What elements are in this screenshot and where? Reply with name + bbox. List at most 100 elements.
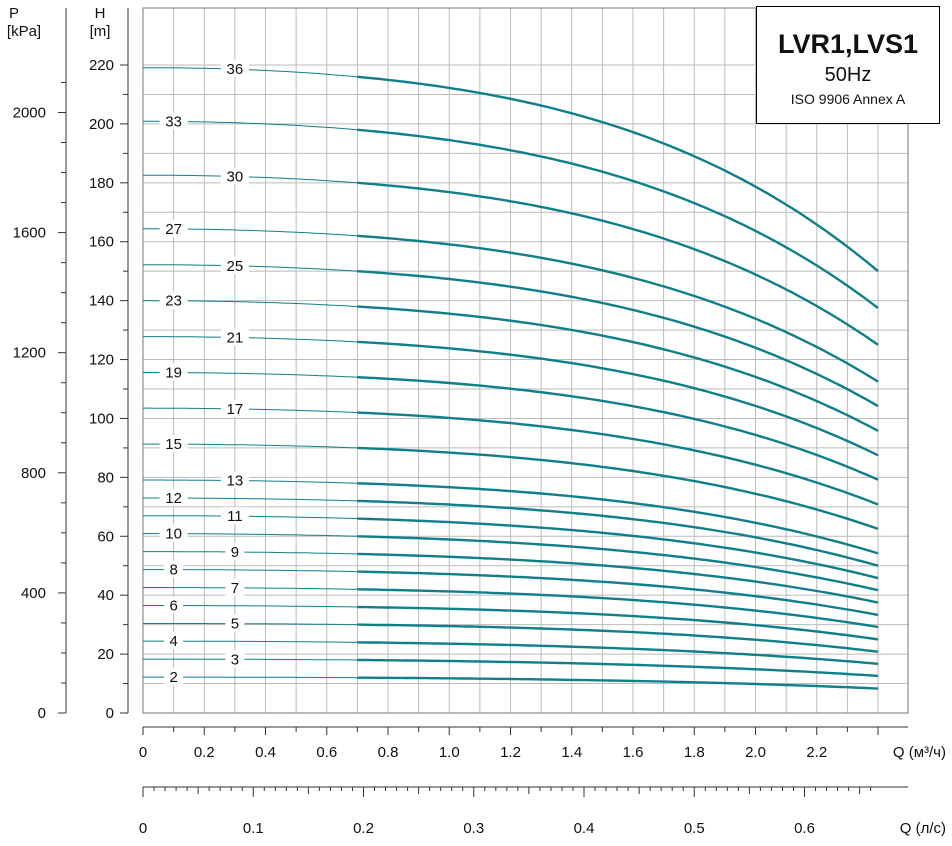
curve-label-bg xyxy=(220,507,249,525)
curve-15 xyxy=(357,446,879,531)
curve-label-bg xyxy=(225,542,245,560)
curve-13 xyxy=(357,482,879,555)
curve-7 xyxy=(357,588,879,629)
q-ls-axis-title: Q (л/с) xyxy=(900,820,946,837)
p-axis-tick-label: 0 xyxy=(38,705,46,722)
curve-label-bg xyxy=(220,471,249,489)
p-axis-tick-label: 1200 xyxy=(13,345,46,362)
curve-4 xyxy=(357,641,879,665)
q-m3h-axis-tick-label: 0 xyxy=(139,744,147,761)
chart-frequency: 50Hz xyxy=(824,64,872,86)
q-m3h-axis-tick-label: 0.6 xyxy=(316,744,337,761)
curve-label-3: 3 xyxy=(231,651,239,668)
curve-19 xyxy=(357,376,879,481)
curve-label-bg xyxy=(225,650,245,668)
plot-frame xyxy=(142,7,909,714)
curve-3-thin xyxy=(143,658,358,661)
h-axis-unit: [m] xyxy=(90,23,111,40)
curve-label-7: 7 xyxy=(231,580,239,597)
curve-label-bg xyxy=(220,167,249,185)
curve-label-bg xyxy=(220,60,249,78)
curve-label-27: 27 xyxy=(165,221,182,238)
h-axis-tick-label: 220 xyxy=(89,57,114,74)
curve-5-thin xyxy=(143,623,358,626)
h-axis-tick-label: 180 xyxy=(89,175,114,192)
curve-label-6: 6 xyxy=(169,598,177,615)
curve-9 xyxy=(357,552,879,604)
h-axis-tick-label: 120 xyxy=(89,352,114,369)
curve-36 xyxy=(357,75,879,273)
curve-2 xyxy=(357,676,879,690)
q-ls-axis-tick-label: 0.6 xyxy=(794,820,815,837)
curve-21 xyxy=(357,340,879,457)
curve-25-thin xyxy=(143,264,358,272)
curve-17 xyxy=(357,411,879,506)
q-m3h-axis-tick-label: 0.8 xyxy=(378,744,399,761)
curve-label-bg xyxy=(159,435,188,453)
curve-label-9: 9 xyxy=(231,544,239,561)
q-ls-axis-tick-label: 0.5 xyxy=(684,820,705,837)
curve-label-bg xyxy=(225,578,245,596)
q-m3h-axis-tick-label: 1.6 xyxy=(623,744,644,761)
curve-12 xyxy=(357,499,879,567)
q-m3h-axis-tick-label: 2.0 xyxy=(745,744,766,761)
curve-27 xyxy=(357,234,879,383)
p-axis-tick-label: 1600 xyxy=(13,225,46,242)
p-axis-tick-label: 2000 xyxy=(13,104,46,121)
curve-5 xyxy=(357,623,879,653)
curve-36-thin xyxy=(143,67,358,78)
h-axis-tick-label: 80 xyxy=(97,469,114,486)
chart-standard: ISO 9906 Annex A xyxy=(790,91,906,107)
curve-25 xyxy=(357,270,879,408)
curve-label-33: 33 xyxy=(165,113,182,130)
curve-label-bg xyxy=(159,489,188,507)
q-ls-axis-tick-label: 0.4 xyxy=(574,820,595,837)
curve-10 xyxy=(357,535,879,592)
curve-label-19: 19 xyxy=(165,365,182,382)
curve-label-17: 17 xyxy=(227,401,244,418)
q-m3h-axis-tick-label: 2.2 xyxy=(806,744,827,761)
curve-label-4: 4 xyxy=(169,633,177,650)
curve-label-25: 25 xyxy=(227,258,244,275)
curve-label-15: 15 xyxy=(165,436,182,453)
curve-label-10: 10 xyxy=(165,526,182,543)
h-axis-tick-label: 100 xyxy=(89,410,114,427)
curve-label-bg xyxy=(225,614,245,632)
h-axis-tick-label: 200 xyxy=(89,116,114,133)
curve-label-30: 30 xyxy=(227,168,244,185)
curve-8 xyxy=(357,570,879,617)
curve-label-bg xyxy=(164,632,184,650)
curve-label-23: 23 xyxy=(165,293,182,310)
p-axis-unit: [kPa] xyxy=(7,23,41,40)
curve-30 xyxy=(357,181,879,346)
q-ls-axis-tick-label: 0.3 xyxy=(463,820,484,837)
q-m3h-axis-tick-label: 1.4 xyxy=(561,744,582,761)
curve-11 xyxy=(357,517,879,580)
curve-30-thin xyxy=(143,174,358,184)
curve-13-thin xyxy=(143,479,358,484)
q-ls-axis-tick-label: 0.1 xyxy=(243,820,264,837)
curve-label-bg xyxy=(164,596,184,614)
curve-33 xyxy=(357,128,879,309)
curve-label-13: 13 xyxy=(227,473,244,490)
q-ls-axis-tick-label: 0 xyxy=(139,820,147,837)
h-axis-tick-label: 60 xyxy=(97,528,114,545)
curve-label-8: 8 xyxy=(169,562,177,579)
chart-title-box: LVR1,LVS1 50Hz ISO 9906 Annex A xyxy=(756,6,940,124)
q-m3h-axis-tick-label: 1.8 xyxy=(684,744,705,761)
curve-label-2: 2 xyxy=(169,669,177,686)
curve-label-bg xyxy=(164,560,184,578)
curve-label-bg xyxy=(220,256,249,274)
curve-6 xyxy=(357,605,879,641)
curve-label-bg xyxy=(159,112,188,130)
axes: 0204060801001201401601802002200400800120… xyxy=(13,7,909,837)
curve-label-bg xyxy=(164,668,184,686)
h-axis-tick-label: 160 xyxy=(89,234,114,251)
curve-label-5: 5 xyxy=(231,616,239,633)
curve-23 xyxy=(357,305,879,432)
q-m3h-axis-tick-label: 1.0 xyxy=(439,744,460,761)
h-axis-tick-label: 40 xyxy=(97,587,114,604)
curves xyxy=(143,67,879,690)
q-m3h-axis-tick-label: 0.2 xyxy=(194,744,215,761)
